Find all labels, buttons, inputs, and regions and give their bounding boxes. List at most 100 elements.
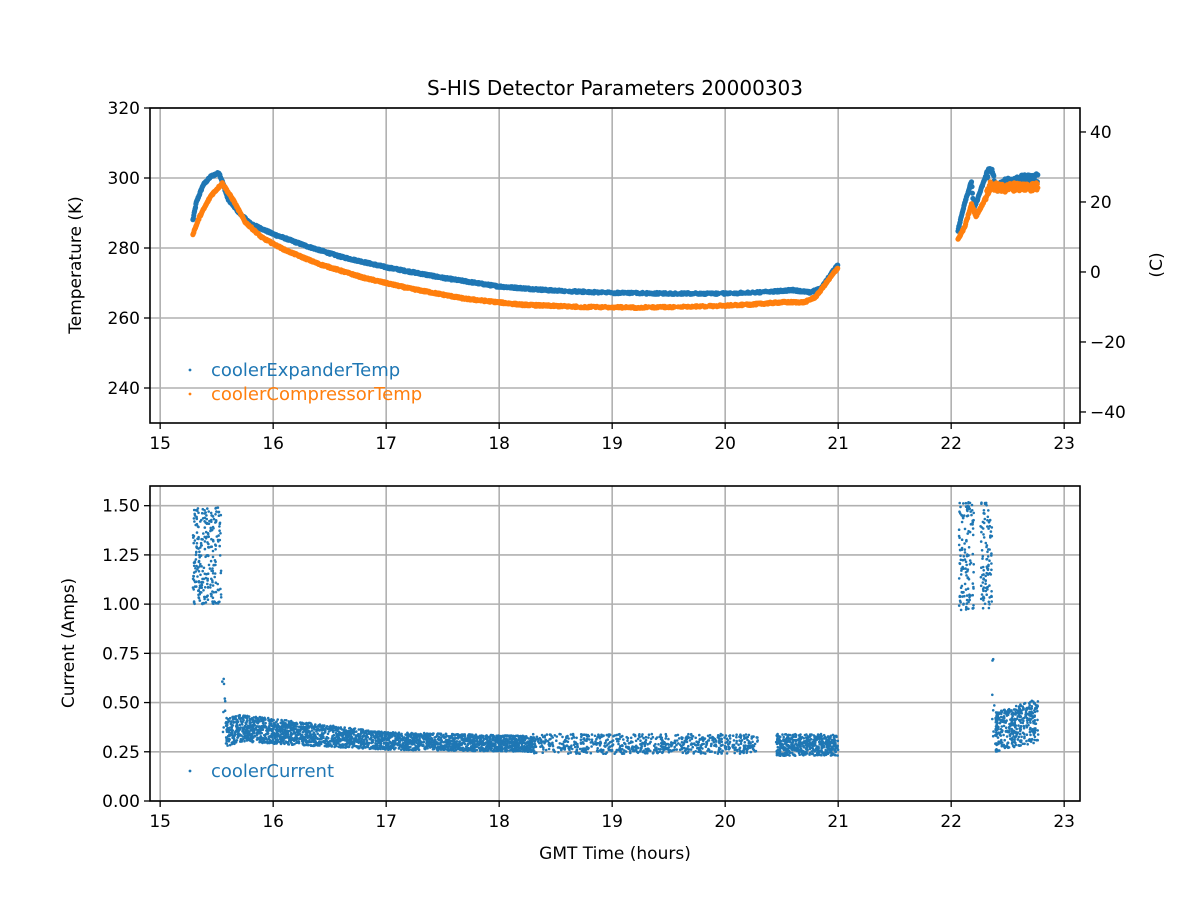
- data-point: [208, 567, 212, 570]
- data-point: [195, 542, 199, 545]
- data-point: [351, 741, 355, 745]
- data-point: [267, 735, 271, 739]
- data-point: [368, 737, 372, 741]
- data-point: [228, 737, 231, 741]
- data-point: [240, 738, 244, 741]
- data-point: [329, 724, 332, 728]
- data-point: [202, 577, 206, 581]
- data-point: [341, 736, 345, 739]
- data-point: [201, 569, 204, 573]
- data-point: [210, 537, 213, 541]
- data-point: [215, 510, 218, 513]
- data-point: [238, 715, 241, 718]
- data-point: [211, 584, 215, 587]
- data-point: [226, 734, 230, 738]
- data-point: [200, 511, 204, 515]
- data-point: [203, 597, 206, 601]
- y-tick-label: 240: [108, 379, 140, 399]
- data-point: [197, 559, 201, 563]
- data-point: [278, 725, 282, 729]
- data-point: [242, 728, 246, 731]
- data-point: [226, 744, 229, 747]
- data-point: [313, 734, 316, 738]
- data-point: [199, 554, 203, 557]
- x-tick-label: 15: [149, 434, 171, 454]
- data-point: [243, 736, 247, 740]
- data-point: [353, 737, 356, 741]
- data-point: [306, 743, 309, 747]
- data-point: [230, 725, 233, 729]
- data-point: [338, 740, 342, 743]
- data-point: [300, 722, 303, 726]
- data-point: [334, 743, 338, 746]
- data-point: [263, 741, 267, 744]
- data-point: [207, 563, 211, 567]
- data-point: [272, 722, 276, 725]
- data-point: [374, 731, 378, 734]
- data-point: [316, 732, 320, 735]
- data-point: [209, 526, 212, 530]
- data-point: [270, 719, 274, 722]
- data-point: [197, 511, 200, 515]
- data-point: [200, 518, 203, 522]
- data-point: [219, 571, 223, 575]
- data-point: [222, 682, 226, 686]
- data-point: [301, 725, 305, 729]
- data-point: [357, 740, 360, 744]
- data-point: [323, 741, 326, 744]
- right-y-tick-label: −40: [1090, 403, 1126, 423]
- data-point: [242, 732, 245, 735]
- data-point: [217, 514, 221, 517]
- y-tick-label: 300: [108, 169, 140, 189]
- data-point: [347, 745, 350, 749]
- bottom-panel-axes: 15 16 17 18 19 20 21 22 230.000.250.500.751.001.…: [59, 485, 1081, 864]
- data-point: [252, 719, 255, 722]
- data-point: [195, 551, 198, 554]
- data-point: [206, 532, 210, 536]
- data-point: [202, 532, 205, 535]
- data-point: [327, 730, 331, 733]
- data-point: [276, 738, 280, 742]
- data-point: [210, 569, 213, 573]
- data-point: [363, 732, 367, 735]
- y-tick-label: 280: [108, 239, 140, 259]
- data-point: [306, 736, 310, 739]
- data-point: [294, 738, 297, 742]
- data-point: [377, 735, 380, 738]
- data-point: [248, 718, 251, 722]
- data-point: [206, 594, 209, 597]
- data-point: [341, 732, 345, 736]
- data-point: [308, 721, 312, 725]
- data-point: [203, 540, 207, 543]
- data-point: [209, 583, 212, 587]
- data-point: [232, 716, 235, 720]
- data-point: [281, 725, 285, 729]
- data-point: [192, 517, 196, 520]
- data-point: [272, 726, 276, 730]
- data-point: [242, 714, 245, 717]
- data-point: [216, 588, 220, 592]
- top-right-y-axis-label: (C): [1147, 252, 1167, 277]
- data-point: [202, 589, 205, 592]
- data-point: [203, 586, 207, 589]
- data-point: [197, 570, 201, 573]
- x-tick-label: 19: [601, 434, 623, 454]
- data-point: [286, 740, 290, 744]
- data-point: [382, 741, 386, 745]
- data-point: [337, 732, 341, 735]
- data-point: [297, 741, 301, 745]
- data-point: [207, 535, 210, 539]
- data-point: [195, 531, 199, 534]
- data-point: [211, 567, 214, 570]
- data-point: [206, 554, 210, 557]
- data-point: [212, 539, 215, 543]
- data-point: [362, 743, 366, 746]
- data-point: [316, 741, 320, 745]
- data-point: [206, 507, 209, 510]
- data-point: [241, 735, 244, 738]
- data-point: [204, 530, 208, 534]
- data-point: [245, 719, 249, 722]
- data-point: [232, 740, 235, 744]
- data-point: [214, 519, 218, 522]
- data-point: [222, 726, 225, 729]
